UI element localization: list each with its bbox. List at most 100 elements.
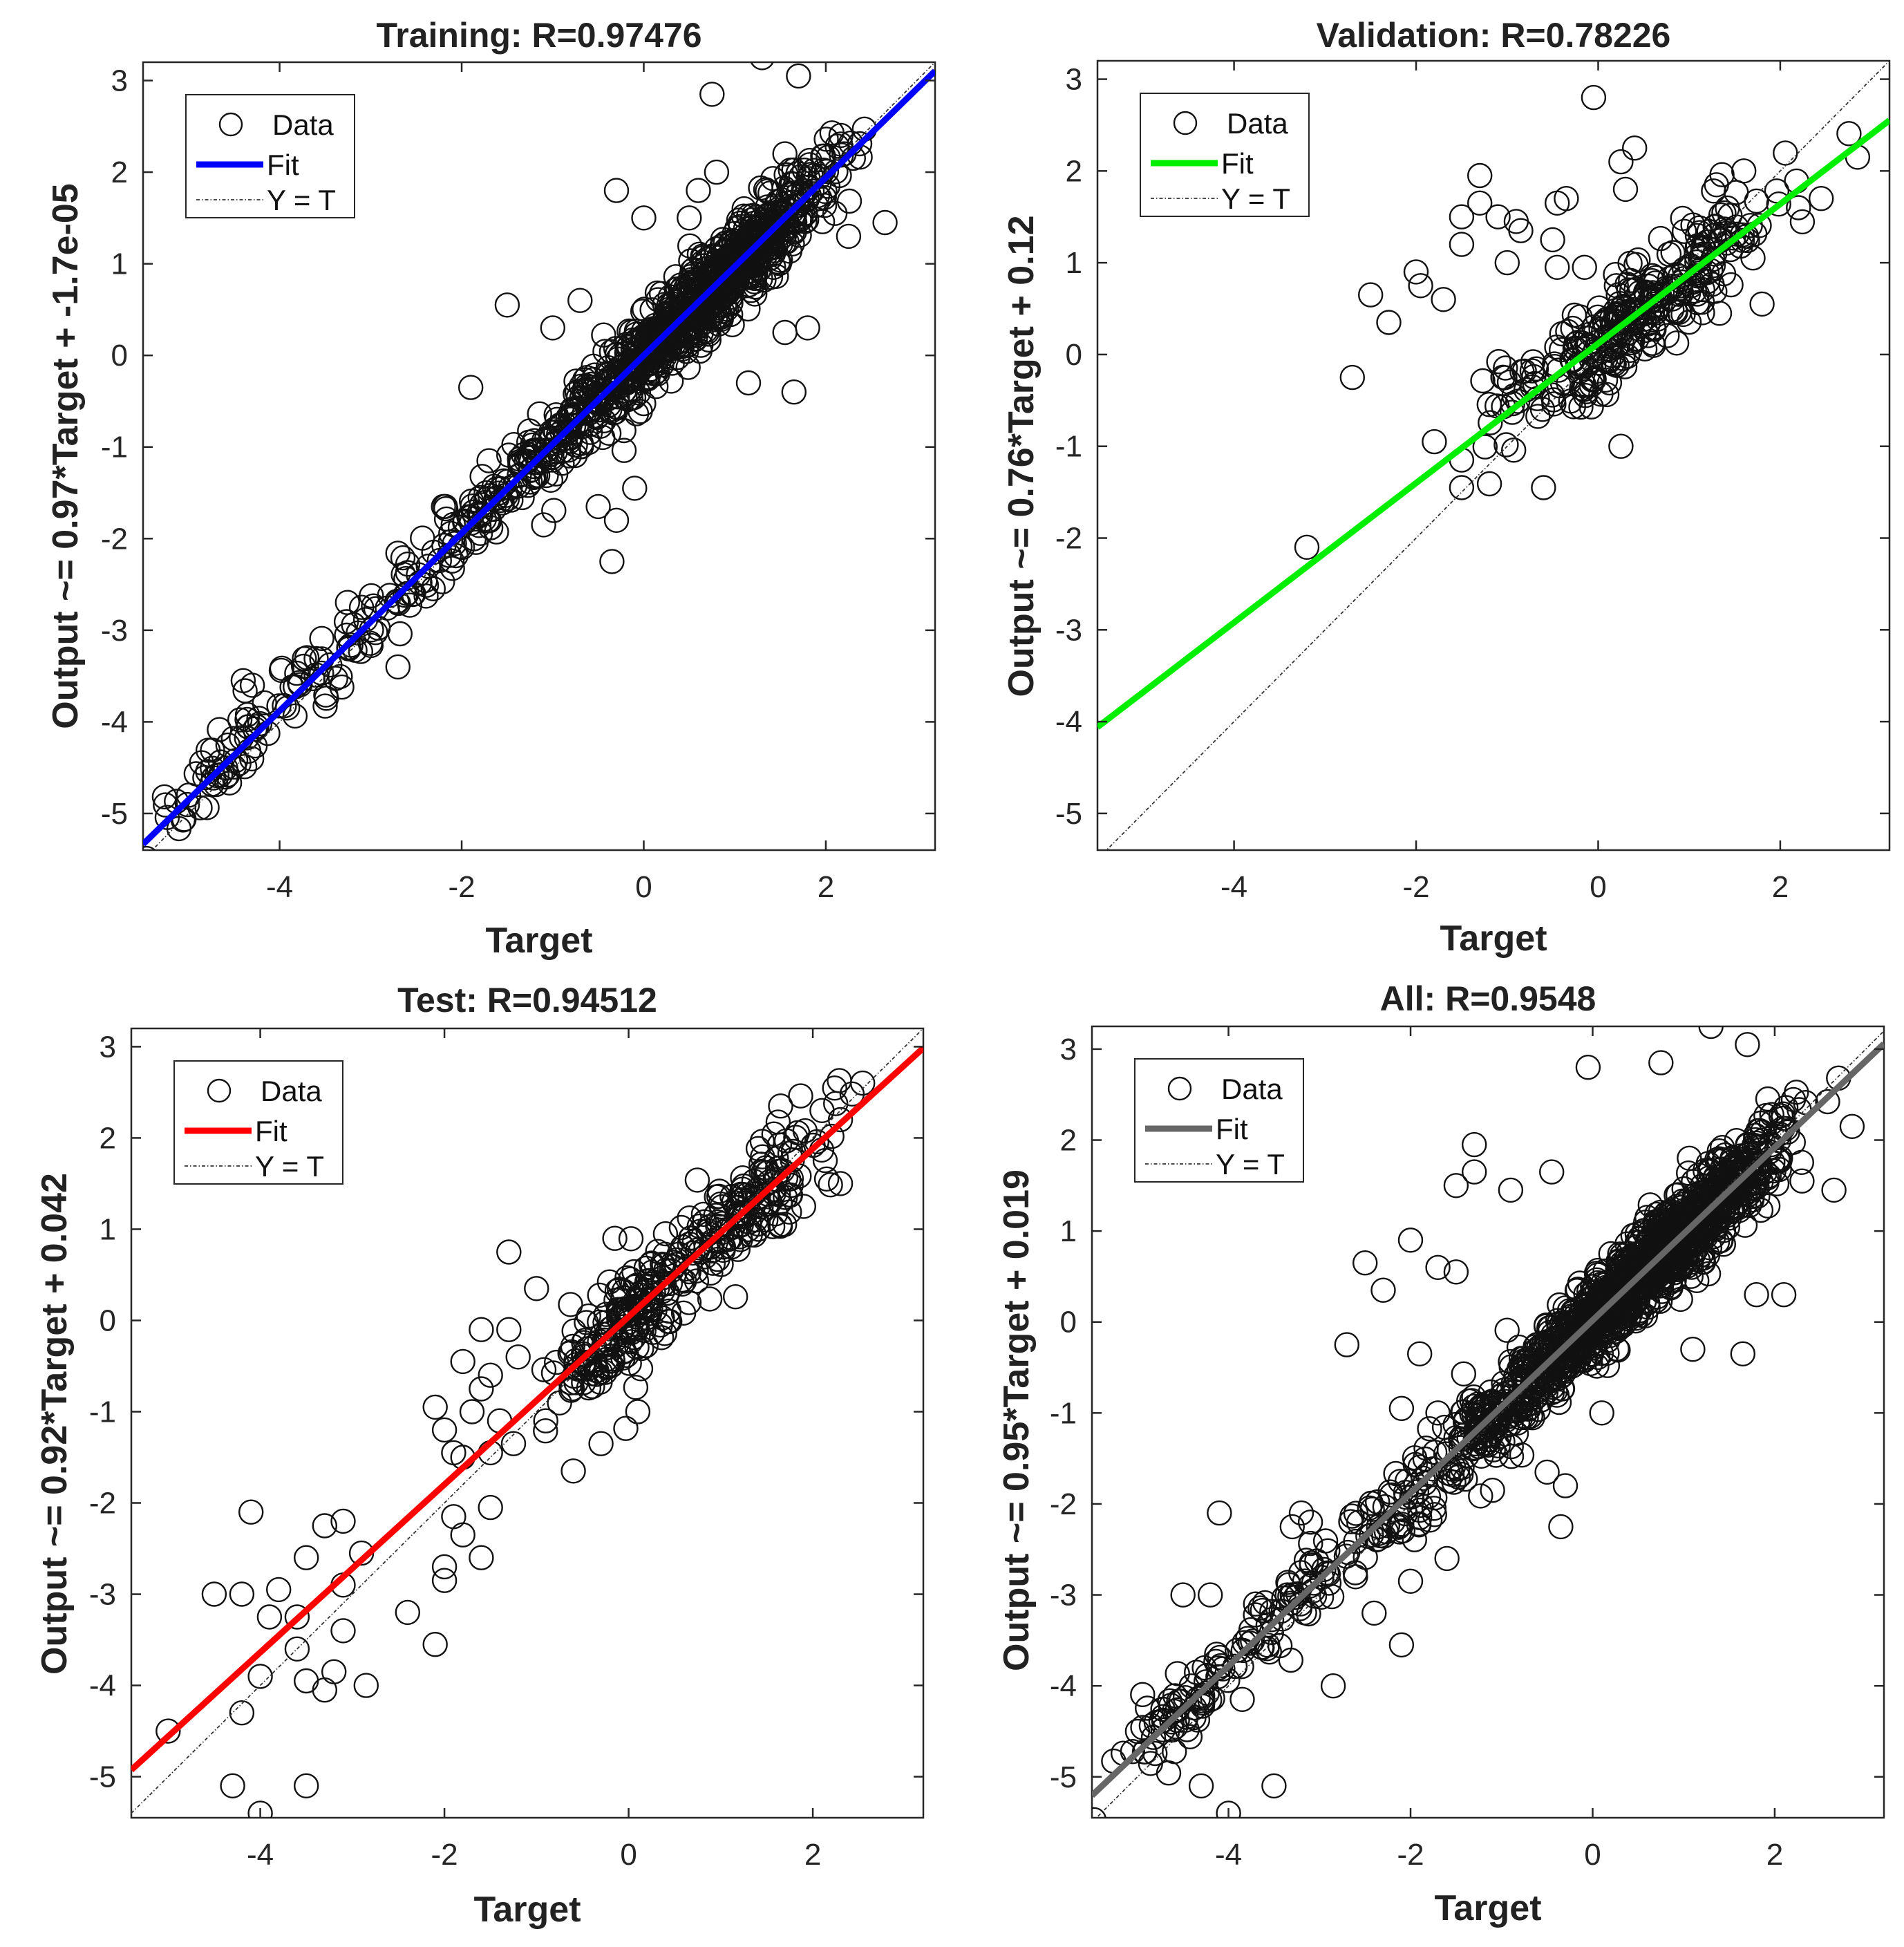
validation-x-tick-label: -4	[1220, 870, 1247, 904]
all-data-point	[1216, 1800, 1241, 1818]
validation-data-point	[1563, 331, 1589, 357]
test-data-point	[422, 1631, 448, 1657]
validation-data-point	[1608, 433, 1634, 459]
training-data-point	[518, 457, 545, 482]
validation-data-point	[1554, 186, 1579, 211]
validation-data-point	[1467, 162, 1493, 189]
training-data-point	[348, 594, 375, 620]
validation-data-point	[1523, 356, 1549, 382]
test-data-point	[753, 1207, 779, 1233]
all-data-point	[1406, 1505, 1433, 1530]
test-data-point	[722, 1283, 748, 1310]
test-data-point	[560, 1458, 586, 1484]
training-legend-data-label: Data	[272, 109, 334, 141]
validation-data-point	[1601, 351, 1627, 377]
all-data-point	[1821, 1177, 1847, 1203]
test-data-point	[469, 1317, 494, 1342]
all-legend-data-marker	[1167, 1076, 1192, 1101]
validation-data-point	[1581, 84, 1607, 111]
all-data-point	[1538, 1159, 1565, 1185]
test-data-point	[670, 1234, 695, 1260]
all-data-point	[1468, 1483, 1493, 1509]
all-data-point	[1598, 1241, 1624, 1267]
all-y-tick-label: -2	[1050, 1487, 1077, 1521]
all-legend-identity-label: Y = T	[1216, 1148, 1285, 1181]
validation-data-point	[1500, 438, 1527, 463]
all-data-point	[1417, 1415, 1442, 1442]
validation-data-point	[1616, 311, 1642, 337]
validation-data-point	[1612, 176, 1639, 203]
training-data-point	[390, 545, 416, 571]
test-data-point	[651, 1252, 677, 1278]
all-data-point	[1552, 1473, 1578, 1498]
all-data-point	[1514, 1404, 1539, 1431]
training-data-point	[282, 703, 308, 729]
all-data-point	[1575, 1054, 1601, 1080]
all-data-point	[1492, 1389, 1518, 1414]
test-data-point	[600, 1348, 626, 1374]
validation-data-point	[1684, 281, 1710, 307]
all-data-point	[1243, 1591, 1269, 1617]
validation-data-point	[1544, 254, 1570, 280]
test-y-tick-label: -5	[89, 1760, 116, 1794]
training-data-point	[677, 205, 702, 231]
all-data-point	[1461, 1131, 1487, 1158]
all-data-point	[1443, 1259, 1469, 1285]
test-data-point	[238, 1499, 264, 1525]
training-data-point	[596, 370, 622, 395]
all-data-point	[1319, 1583, 1345, 1610]
validation-data-point	[1808, 186, 1834, 211]
all-data-point	[1605, 1299, 1632, 1326]
all-data-point	[1297, 1509, 1323, 1535]
test-data-point	[544, 1349, 569, 1375]
all-data-point	[1576, 1317, 1603, 1343]
validation-data-point	[1583, 336, 1609, 361]
all-data-point	[1359, 1496, 1385, 1522]
all-data-point	[1390, 1518, 1416, 1544]
all-data-point	[1589, 1300, 1614, 1326]
test-title: Test: R=0.94512	[397, 981, 657, 1019]
test-data-point	[622, 1274, 648, 1300]
all-y-label: Output ~= 0.95*Target + 0.019	[997, 1169, 1037, 1671]
test-legend-data-label: Data	[261, 1075, 322, 1107]
all-x-tick-label: -2	[1397, 1838, 1424, 1872]
validation-data-point	[1675, 281, 1702, 306]
validation-data-point	[1571, 377, 1596, 402]
training-y-tick-label: 2	[111, 156, 128, 189]
all-data-point	[1634, 1236, 1660, 1262]
training-data-point	[309, 660, 334, 686]
training-data-point	[831, 141, 857, 167]
validation-data-point	[1731, 158, 1757, 184]
training-data-point	[522, 428, 547, 453]
training-data-point	[463, 529, 489, 555]
test-data-point	[627, 1298, 653, 1324]
validation-data-point	[1789, 209, 1816, 235]
test-data-point	[431, 1554, 458, 1580]
validation-data-point	[1376, 310, 1402, 335]
all-data-point	[1412, 1470, 1438, 1496]
training-data-point	[735, 243, 760, 268]
test-data-point	[558, 1377, 584, 1403]
test-x-label: Target	[473, 1890, 581, 1930]
training-data-point	[483, 486, 509, 511]
training-data-point	[385, 654, 411, 680]
validation-data-point	[1540, 227, 1565, 253]
training-data-point	[765, 188, 791, 214]
validation-data-point	[1670, 205, 1695, 232]
training-data-point	[603, 178, 630, 203]
training-data-point	[672, 276, 698, 302]
test-data-point	[788, 1083, 813, 1109]
all-data-point	[1461, 1159, 1487, 1185]
test-data-point	[652, 1221, 679, 1247]
validation-data-point	[1509, 359, 1535, 384]
training-data-point	[543, 402, 569, 428]
validation-data-point	[1357, 282, 1384, 308]
test-y-tick-label: -3	[89, 1578, 116, 1612]
training-data-point	[823, 159, 849, 185]
validation-data-point	[1603, 273, 1630, 299]
test-data-point	[767, 1212, 793, 1238]
validation-data-point	[1556, 370, 1581, 396]
validation-y-tick-label: 1	[1066, 246, 1082, 280]
all-data-point	[1439, 1462, 1465, 1487]
validation-data-point	[1573, 379, 1599, 404]
